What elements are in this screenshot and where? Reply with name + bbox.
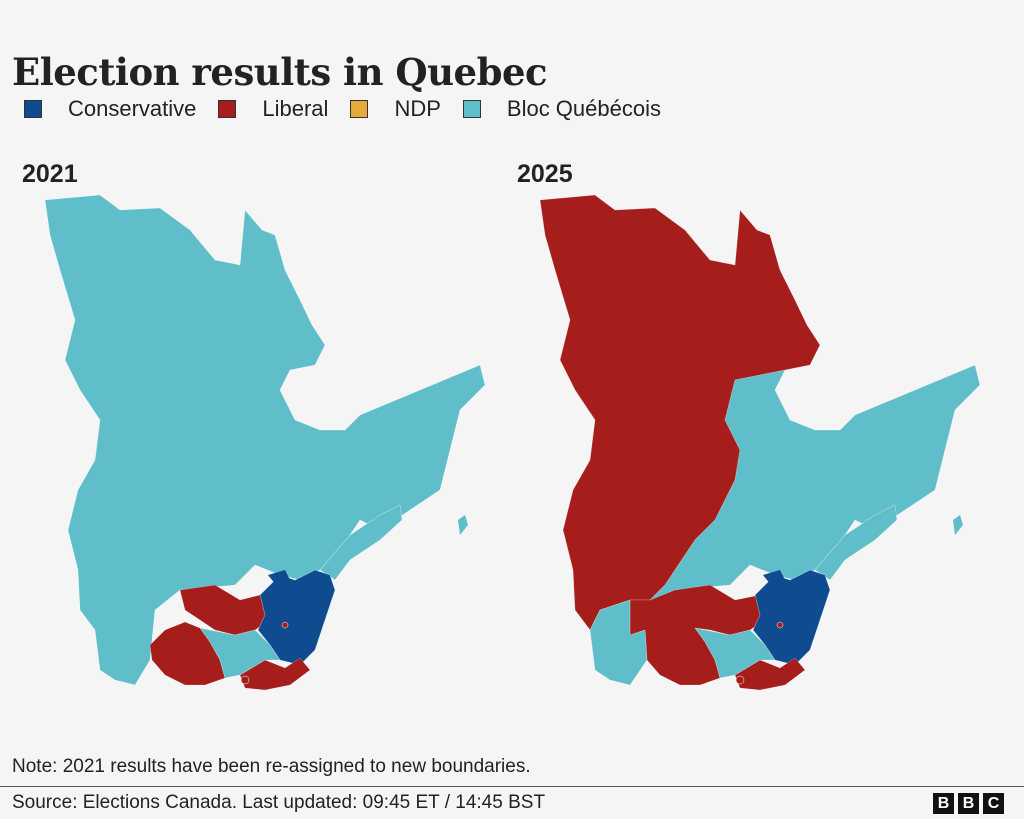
chart-title: Election results in Quebec [12,50,548,94]
legend-label-conservative: Conservative [68,96,197,121]
map-2021-regions [44,194,486,691]
region-quebec-city-2021 [281,621,289,629]
region-conservative-2-2021 [268,570,290,585]
map-2025 [539,194,981,691]
region-north-2025 [539,194,821,631]
map-year-2025: 2025 [517,160,573,188]
legend-swatch-bloc [462,100,481,118]
footnote: Note: 2021 results have been re-assigned… [12,756,531,777]
legend-label-liberal: Liberal [262,96,329,121]
legend-item-conservative: Conservative [24,96,196,122]
legend: Conservative Liberal NDP Bloc Québécois [24,96,683,122]
region-gaspe-2021 [319,504,403,581]
region-montreal-2025 [735,675,745,685]
bbc-logo-letter-2: B [958,793,979,814]
legend-swatch-liberal [218,100,237,118]
region-conservative-2025 [752,569,831,666]
legend-label-ndp: NDP [394,96,441,121]
legend-swatch-ndp [350,100,369,118]
source-line: Source: Elections Canada. Last updated: … [12,792,546,813]
region-bloc-west-2025 [589,599,648,686]
region-anticosti-2021 [458,515,468,535]
divider [0,786,1024,787]
region-conservative-2021 [257,569,336,666]
legend-item-liberal: Liberal [218,96,328,122]
region-anticosti-2025 [953,515,963,535]
region-liberal-south-2025 [734,657,806,691]
bbc-logo: B B C [933,793,1004,814]
region-bloc-south-2025 [694,627,776,679]
region-bloc-south-2021 [199,627,281,679]
region-quebec-city-2025 [776,621,784,629]
region-liberal-south-2021 [239,657,311,691]
legend-swatch-conservative [24,100,42,118]
map-2025-regions [539,194,981,691]
map-year-2021: 2021 [22,160,78,188]
bbc-logo-letter-3: C [983,793,1004,814]
legend-item-ndp: NDP [350,96,441,122]
legend-item-bloc: Bloc Québécois [462,96,661,122]
region-gaspe-2025 [814,504,898,581]
region-conservative-2-2025 [763,570,785,585]
region-montreal-2021 [240,675,250,685]
map-2021 [44,194,486,691]
bbc-logo-letter-1: B [933,793,954,814]
legend-label-bloc: Bloc Québécois [506,96,661,121]
